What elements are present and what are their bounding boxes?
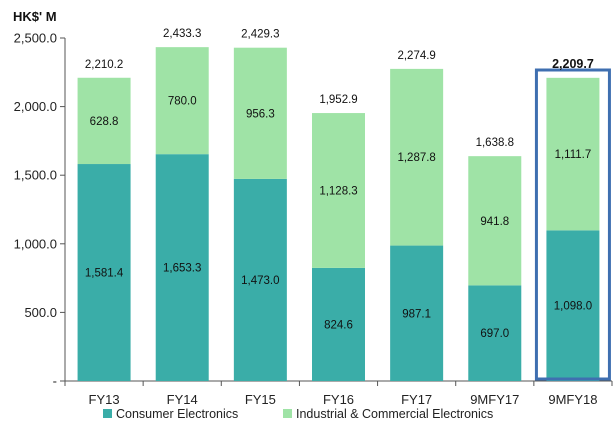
y-tick-label: 2,000.0 <box>14 99 57 114</box>
x-tick-label: FY14 <box>167 392 198 407</box>
bar-industrial-commercial <box>77 77 131 165</box>
x-tick-label: FY17 <box>401 392 432 407</box>
y-tick-label: 1,500.0 <box>14 168 57 183</box>
bar-consumer-electronics <box>468 285 522 381</box>
bar-industrial-commercial <box>390 68 444 246</box>
y-tick-label: 2,500.0 <box>14 31 57 46</box>
data-label-consumer-electronics: 824.6 <box>324 319 353 331</box>
legend-layer: Consumer Electronics Industrial & Commerc… <box>103 407 493 421</box>
bar-consumer-electronics <box>546 230 600 381</box>
bar-industrial-commercial <box>233 47 287 179</box>
legend-swatch-consumer-electronics <box>103 409 112 418</box>
legend-swatch-industrial-commercial <box>283 409 292 418</box>
bar-consumer-electronics <box>155 154 209 381</box>
x-tick-label: 9MFY18 <box>548 392 597 407</box>
y-tick-label: - <box>53 374 57 389</box>
x-tick-label: FY15 <box>245 392 276 407</box>
y-tick-label: 500.0 <box>24 305 57 320</box>
data-label-total: 1,638.8 <box>476 137 514 149</box>
x-tick-label: FY13 <box>89 392 120 407</box>
x-tick-label: FY16 <box>323 392 354 407</box>
bar-industrial-commercial <box>546 77 600 231</box>
data-label-industrial-commercial: 1,287.8 <box>397 152 435 164</box>
bars-layer <box>77 47 611 381</box>
data-label-industrial-commercial: 941.8 <box>480 216 509 228</box>
data-label-industrial-commercial: 628.8 <box>90 116 119 128</box>
data-label-total: 2,210.2 <box>85 59 123 71</box>
bar-industrial-commercial <box>468 156 522 286</box>
data-label-industrial-commercial: 1,128.3 <box>319 185 357 197</box>
data-label-industrial-commercial: 1,111.7 <box>555 149 592 161</box>
highlight-box <box>534 68 611 381</box>
data-label-consumer-electronics: 1,653.3 <box>163 263 201 275</box>
y-tick-label: 1,000.0 <box>14 236 57 251</box>
data-label-consumer-electronics: 987.1 <box>402 308 431 320</box>
data-label-total: 2,433.3 <box>163 28 201 40</box>
data-label-total: 2,429.3 <box>241 29 279 41</box>
x-tick-label: 9MFY17 <box>470 392 519 407</box>
bar-consumer-electronics <box>312 267 365 381</box>
bar-consumer-electronics <box>390 245 444 381</box>
legend-label-industrial-commercial: Industrial & Commercial Electronics <box>296 407 493 421</box>
bar-industrial-commercial <box>155 47 209 155</box>
labels-layer: 1,581.4 628.8 2,210.2 1,653.3 780.0 2,433.3 1,… <box>85 28 594 340</box>
data-label-consumer-electronics: 1,473.0 <box>241 275 279 287</box>
legend-label-consumer-electronics: Consumer Electronics <box>116 407 238 421</box>
data-label-industrial-commercial: 780.0 <box>168 96 197 108</box>
bar-consumer-electronics <box>77 164 131 381</box>
data-label-total: 1,952.9 <box>319 94 357 106</box>
data-label-industrial-commercial: 956.3 <box>246 108 275 120</box>
unit-label: HK$' M <box>13 9 57 24</box>
data-label-consumer-electronics: 1,098.0 <box>554 301 592 313</box>
data-label-total: 2,209.7 <box>552 57 594 71</box>
data-label-total: 2,274.9 <box>397 50 435 62</box>
bar-industrial-commercial <box>312 113 365 268</box>
bar-consumer-electronics <box>233 178 287 381</box>
data-label-consumer-electronics: 697.0 <box>480 328 509 340</box>
data-label-consumer-electronics: 1,581.4 <box>85 268 124 280</box>
axes-layer: HK$' M - 500.0 1,000.0 1,500.0 2,000.0 2,500.0… <box>13 9 613 407</box>
